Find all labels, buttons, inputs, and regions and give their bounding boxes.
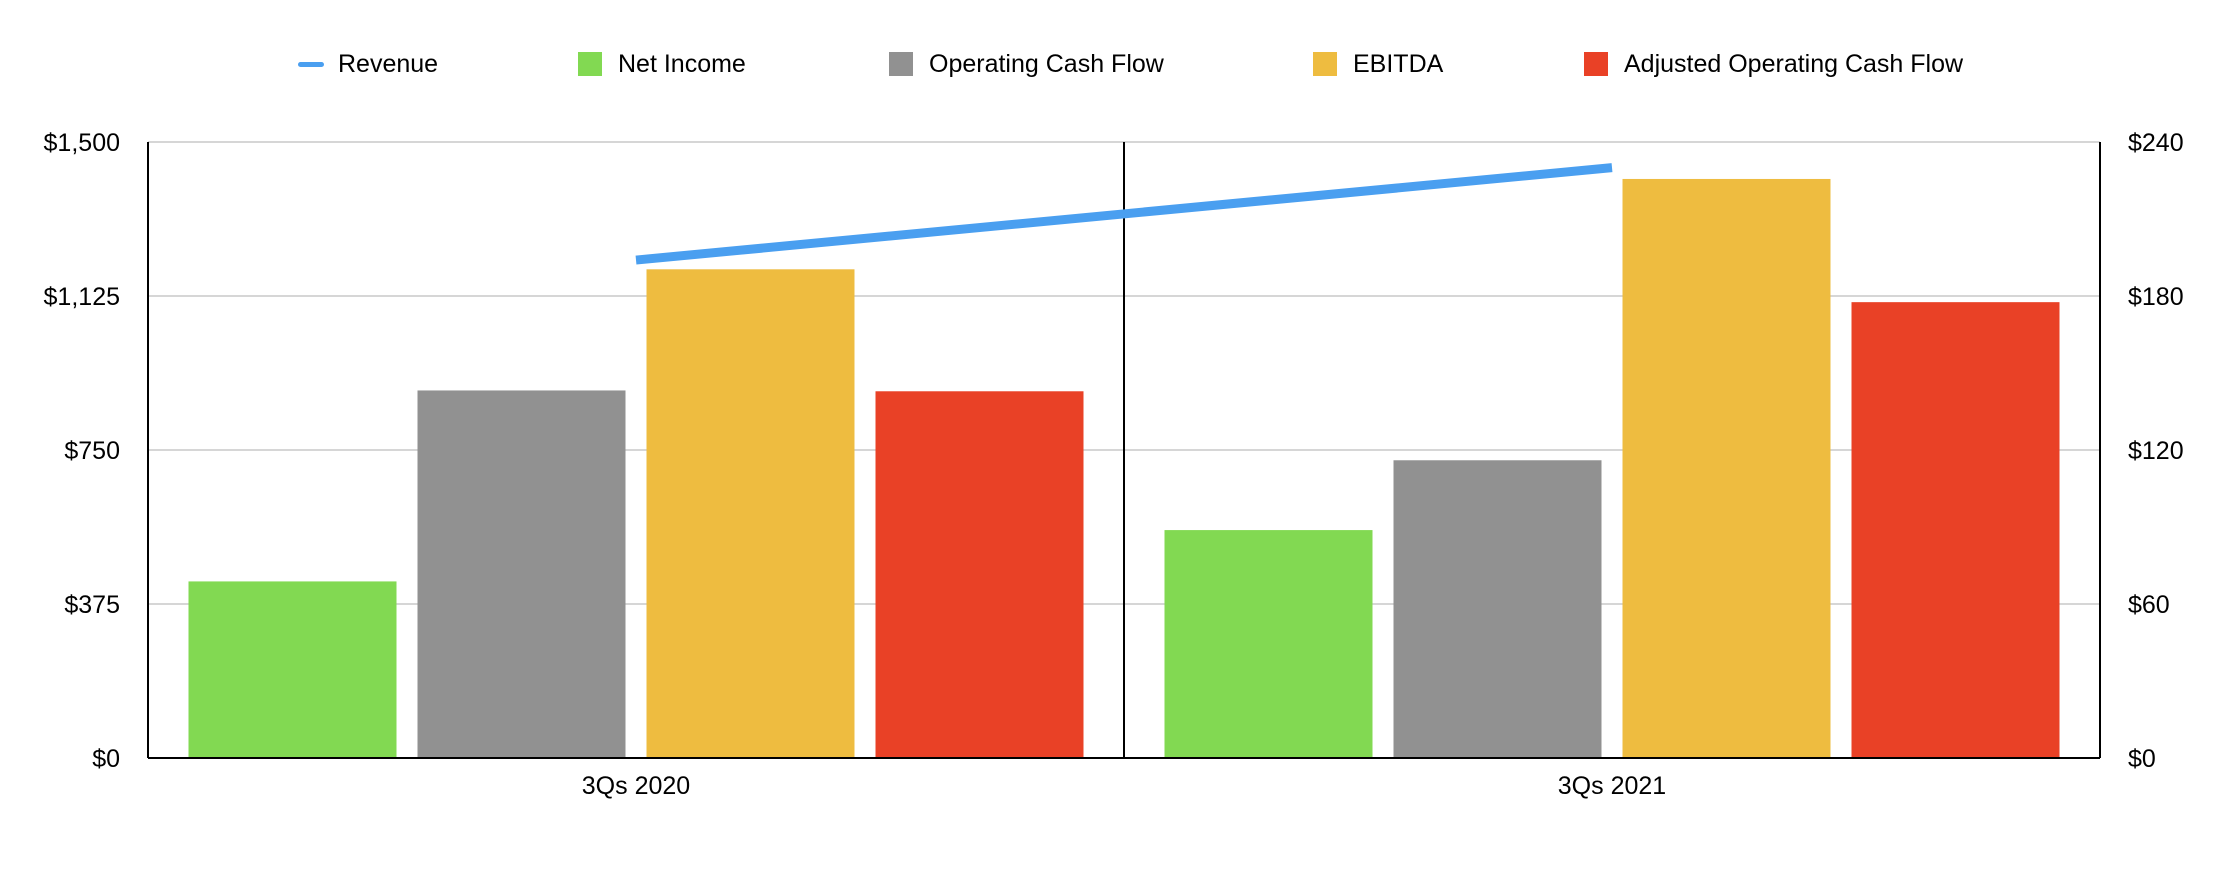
y-left-tick-label: $1,500 <box>44 129 120 157</box>
y-left-tick-label: $1,125 <box>44 283 120 311</box>
legend: Revenue Net Income Operating Cash Flow E… <box>0 44 2238 84</box>
bars <box>188 178 2060 758</box>
legend-swatch-ebitda <box>1313 52 1337 76</box>
y-left-tick-label: $750 <box>64 437 120 465</box>
bar-ebitda <box>646 269 855 758</box>
legend-swatch-adjusted-operating-cash-flow <box>1584 52 1608 76</box>
y-left-tick-label: $0 <box>92 745 120 773</box>
axes <box>147 142 2101 759</box>
legend-label-operating-cash-flow: Operating Cash Flow <box>929 49 1164 78</box>
legend-label-adjusted-operating-cash-flow: Adjusted Operating Cash Flow <box>1624 49 1964 78</box>
y-left-tick-label: $375 <box>64 591 120 619</box>
y-right-tick-label: $0 <box>2128 745 2156 773</box>
legend-swatch-operating-cash-flow <box>889 52 913 76</box>
bar-net-income <box>188 581 397 758</box>
legend-item-net-income: Net Income <box>578 44 746 84</box>
x-tick-label: 3Qs 2021 <box>1558 772 1666 800</box>
y-right-tick-label: $180 <box>2128 283 2184 311</box>
legend-swatch-net-income <box>578 52 602 76</box>
legend-label-ebitda: EBITDA <box>1353 49 1444 78</box>
legend-item-ebitda: EBITDA <box>1313 44 1443 84</box>
revenue-line-layer <box>635 163 1613 265</box>
legend-label-net-income: Net Income <box>618 49 746 78</box>
bar-net-income <box>1164 530 1373 758</box>
x-tick-label: 3Qs 2020 <box>582 772 690 800</box>
legend-item-adjusted-operating-cash-flow: Adjusted Operating Cash Flow <box>1584 44 1963 84</box>
bar-adjusted-operating-cash-flow <box>875 391 1084 758</box>
bar-operating-cash-flow <box>1393 460 1602 758</box>
bar-adjusted-operating-cash-flow <box>1851 302 2060 758</box>
legend-label-revenue: Revenue <box>338 49 439 78</box>
bar-ebitda <box>1622 178 1831 758</box>
bar-operating-cash-flow <box>417 390 626 758</box>
line-revenue <box>635 163 1613 265</box>
y-right-tick-label: $120 <box>2128 437 2184 465</box>
y-right-tick-label: $240 <box>2128 129 2184 157</box>
legend-item-operating-cash-flow: Operating Cash Flow <box>889 44 1164 84</box>
tick-labels: $0 $375 $750 $1,125 $1,500 $0 $60 $120 $180 $240 3… <box>44 129 2184 800</box>
y-right-tick-label: $60 <box>2128 591 2170 619</box>
legend-item-revenue: Revenue <box>298 44 438 84</box>
legend-swatch-revenue <box>298 61 324 67</box>
